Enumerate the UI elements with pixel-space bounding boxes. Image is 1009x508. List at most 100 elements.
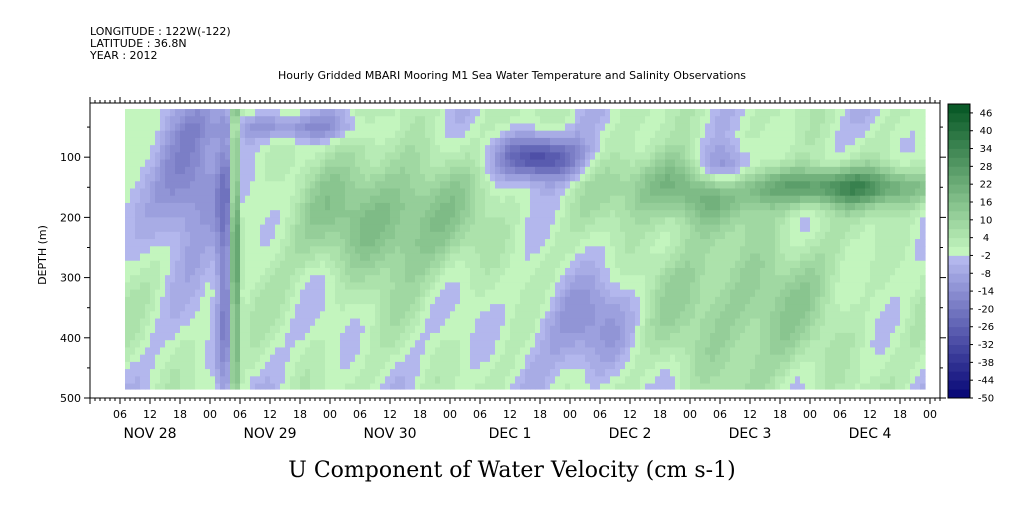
heatmap-cell bbox=[275, 195, 281, 204]
heatmap-cell bbox=[575, 282, 581, 291]
heatmap-cell bbox=[515, 174, 521, 182]
heatmap-cell bbox=[230, 210, 236, 218]
heatmap-cell bbox=[425, 159, 431, 168]
heatmap-cell bbox=[155, 318, 161, 327]
heatmap-cell bbox=[540, 152, 546, 161]
heatmap-cell bbox=[455, 130, 461, 139]
heatmap-cell bbox=[620, 369, 626, 377]
heatmap-cell bbox=[565, 325, 571, 334]
heatmap-cell bbox=[670, 123, 676, 132]
heatmap-cell bbox=[685, 137, 691, 146]
heatmap-cell bbox=[305, 376, 311, 385]
heatmap-cell bbox=[540, 289, 546, 298]
heatmap-cell bbox=[240, 210, 246, 218]
heatmap-cell bbox=[590, 253, 596, 262]
heatmap-cell bbox=[720, 137, 726, 146]
heatmap-cell bbox=[625, 137, 631, 146]
heatmap-cell bbox=[155, 369, 161, 377]
heatmap-cell bbox=[275, 174, 281, 182]
heatmap-cell bbox=[585, 289, 591, 298]
heatmap-cell bbox=[455, 159, 461, 168]
heatmap-cell bbox=[585, 166, 591, 175]
heatmap-cell bbox=[195, 123, 201, 132]
heatmap-cell bbox=[615, 282, 621, 291]
heatmap-cell bbox=[640, 260, 646, 269]
heatmap-cell bbox=[160, 267, 166, 276]
heatmap-cell bbox=[155, 202, 161, 211]
heatmap-cell bbox=[315, 325, 321, 334]
heatmap-cell bbox=[670, 159, 676, 168]
heatmap-cell bbox=[305, 181, 311, 190]
heatmap-cell bbox=[375, 159, 381, 168]
heatmap-cell bbox=[395, 137, 401, 146]
heatmap-cell bbox=[210, 202, 216, 211]
heatmap-cell bbox=[325, 159, 331, 168]
heatmap-cell bbox=[135, 195, 141, 204]
heatmap-cell bbox=[500, 109, 506, 117]
heatmap-cell bbox=[750, 116, 756, 125]
heatmap-cell bbox=[300, 231, 306, 240]
heatmap-cell bbox=[630, 267, 636, 276]
heatmap-cell bbox=[200, 282, 206, 291]
heatmap-cell bbox=[660, 159, 666, 168]
heatmap-cell bbox=[580, 289, 586, 298]
heatmap-cell bbox=[310, 289, 316, 298]
heatmap-cell bbox=[675, 253, 681, 262]
heatmap-cell bbox=[690, 260, 696, 269]
heatmap-cell bbox=[675, 188, 681, 197]
heatmap-cell bbox=[370, 282, 376, 291]
heatmap-cell bbox=[445, 369, 451, 377]
heatmap-cell bbox=[240, 166, 246, 175]
heatmap-cell bbox=[530, 376, 536, 385]
heatmap-cell bbox=[645, 296, 651, 305]
heatmap-cell bbox=[185, 282, 191, 291]
heatmap-cell bbox=[365, 318, 371, 327]
heatmap-cell bbox=[685, 231, 691, 240]
heatmap-cell bbox=[350, 253, 356, 262]
heatmap-cell bbox=[200, 210, 206, 218]
heatmap-cell bbox=[365, 304, 371, 312]
heatmap-cell bbox=[350, 354, 356, 363]
heatmap-cell bbox=[450, 116, 456, 125]
heatmap-cell bbox=[410, 340, 416, 349]
heatmap-cell bbox=[340, 304, 346, 312]
heatmap-cell bbox=[755, 318, 761, 327]
heatmap-cell bbox=[305, 260, 311, 269]
heatmap-cell bbox=[180, 383, 186, 390]
heatmap-cell bbox=[740, 354, 746, 363]
heatmap-cell bbox=[655, 116, 661, 125]
heatmap-cell bbox=[560, 311, 566, 320]
heatmap-cell bbox=[200, 275, 206, 283]
heatmap-cell bbox=[570, 275, 576, 283]
heatmap-cell bbox=[360, 217, 366, 226]
heatmap-cell bbox=[220, 253, 226, 262]
heatmap-cell bbox=[270, 166, 276, 175]
heatmap-cell bbox=[510, 289, 516, 298]
heatmap-cell bbox=[440, 166, 446, 175]
heatmap-cell bbox=[515, 210, 521, 218]
heatmap-cell bbox=[500, 202, 506, 211]
heatmap-cell bbox=[655, 202, 661, 211]
heatmap-cell bbox=[180, 210, 186, 218]
heatmap-cell bbox=[360, 376, 366, 385]
heatmap-cell bbox=[345, 340, 351, 349]
heatmap-cell bbox=[645, 369, 651, 377]
heatmap-cell bbox=[405, 109, 411, 117]
heatmap-cell bbox=[495, 217, 501, 226]
heatmap-cell bbox=[345, 354, 351, 363]
heatmap-cell bbox=[425, 246, 431, 255]
heatmap-cell bbox=[655, 354, 661, 363]
heatmap-cell bbox=[300, 137, 306, 146]
heatmap-cell bbox=[490, 195, 496, 204]
heatmap-cell bbox=[245, 159, 251, 168]
heatmap-cell bbox=[430, 282, 436, 291]
heatmap-cell bbox=[625, 159, 631, 168]
heatmap-cell bbox=[410, 332, 416, 341]
heatmap-cell bbox=[740, 224, 746, 233]
heatmap-cell bbox=[425, 217, 431, 226]
heatmap-cell bbox=[680, 296, 686, 305]
heatmap-cell bbox=[685, 145, 691, 153]
heatmap-cell bbox=[520, 253, 526, 262]
heatmap-cell bbox=[450, 231, 456, 240]
heatmap-cell bbox=[650, 318, 656, 327]
